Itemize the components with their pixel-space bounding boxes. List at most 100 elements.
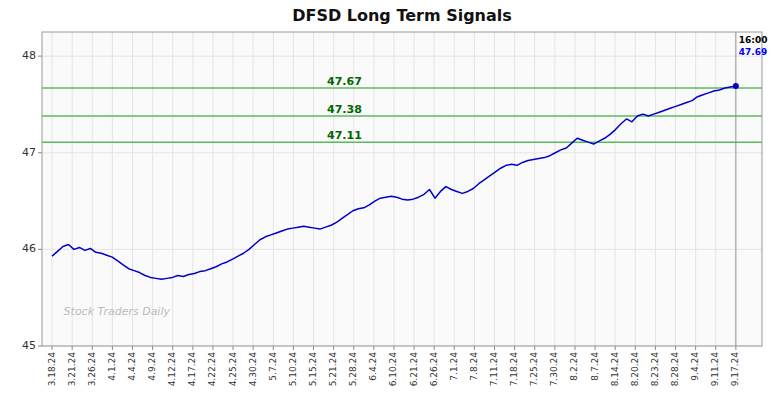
tick-x <box>233 346 234 350</box>
tick-x <box>655 346 656 350</box>
signal-label: 47.38 <box>327 103 362 116</box>
tick-label-x: 6.4.24 <box>368 352 378 381</box>
signal-line <box>42 115 762 117</box>
grid-line-x <box>735 32 736 346</box>
tick-label-x: 6.21.24 <box>409 352 419 387</box>
grid-line-x <box>72 32 73 346</box>
annotation-value: 47.69 <box>739 47 767 57</box>
tick-x <box>353 346 354 350</box>
tick-label-x: 4.12.24 <box>167 352 177 387</box>
tick-x <box>72 346 73 350</box>
grid-line-x <box>595 32 596 346</box>
tick-label-x: 9.4.24 <box>690 352 700 381</box>
tick-label-x: 5.15.24 <box>308 352 318 387</box>
tick-y <box>38 249 42 250</box>
tick-label-x: 3.18.24 <box>47 352 57 387</box>
grid <box>42 32 762 346</box>
tick-x <box>514 346 515 350</box>
grid-line-x <box>112 32 113 346</box>
grid-line-x <box>675 32 676 346</box>
tick-label-x: 4.17.24 <box>187 352 197 387</box>
tick-x <box>474 346 475 350</box>
tick-label-x: 6.26.24 <box>429 352 439 387</box>
tick-x <box>615 346 616 350</box>
tick-label-x: 6.10.24 <box>388 352 398 387</box>
watermark: Stock Traders Daily <box>64 305 171 318</box>
plot-frame <box>42 32 762 346</box>
tick-label-x: 5.7.24 <box>268 352 278 381</box>
tick-x <box>574 346 575 350</box>
tick-label-x: 8.23.24 <box>650 352 660 387</box>
tick-label-x: 4.9.24 <box>147 352 157 381</box>
grid-line-x <box>514 32 515 346</box>
grid-line-x <box>92 32 93 346</box>
grid-line-x <box>454 32 455 346</box>
tick-label-x: 4.1.24 <box>107 352 117 381</box>
tick-label-x: 8.20.24 <box>630 352 640 387</box>
grid-line-x <box>152 32 153 346</box>
tick-label-y: 47 <box>22 146 36 159</box>
last-point <box>733 83 739 89</box>
grid-line-x <box>494 32 495 346</box>
tick-label-y: 45 <box>22 339 36 352</box>
tick-label-x: 8.7.24 <box>590 352 600 381</box>
tick-x <box>454 346 455 350</box>
tick-label-x: 3.21.24 <box>67 352 77 387</box>
tick-x <box>434 346 435 350</box>
tick-label-x: 4.30.24 <box>248 352 258 387</box>
tick-x <box>92 346 93 350</box>
grid-line-x <box>253 32 254 346</box>
grid-line-y <box>42 249 762 250</box>
grid-line-x <box>273 32 274 346</box>
price-line <box>52 86 736 279</box>
tick-label-x: 8.2.24 <box>569 352 579 381</box>
grid-line-x <box>635 32 636 346</box>
tick-label-x: 7.11.24 <box>489 352 499 387</box>
tick-x <box>293 346 294 350</box>
tick-x <box>735 346 736 350</box>
tick-x <box>393 346 394 350</box>
tick-x <box>313 346 314 350</box>
grid-line-x <box>615 32 616 346</box>
data <box>42 83 762 279</box>
tick-x <box>494 346 495 350</box>
grid-line-x <box>313 32 314 346</box>
tick-label-x: 7.8.24 <box>469 352 479 381</box>
tick-label-x: 8.14.24 <box>610 352 620 387</box>
tick-x <box>414 346 415 350</box>
grid-line-x <box>715 32 716 346</box>
tick-x <box>152 346 153 350</box>
grid-line-x <box>414 32 415 346</box>
tick-y <box>38 56 42 57</box>
tick-y <box>38 346 42 347</box>
tick-label-x: 4.4.24 <box>127 352 137 381</box>
tick-x <box>112 346 113 350</box>
grid-line-x <box>52 32 53 346</box>
tick-label-x: 5.21.24 <box>328 352 338 387</box>
grid-line-x <box>172 32 173 346</box>
tick-label-x: 3.26.24 <box>87 352 97 387</box>
grid-line-x <box>233 32 234 346</box>
tick-x <box>172 346 173 350</box>
signal-line <box>42 87 762 89</box>
tick-x <box>333 346 334 350</box>
signal-label: 47.11 <box>327 129 362 142</box>
annotation-time: 16:00 <box>739 35 768 45</box>
grid-line-y <box>42 56 762 57</box>
axes: 3.18.24 3.21.24 3.26.24 4.1.24 4.4.24 4.9.24 4… <box>22 32 762 386</box>
tick-label-x: 5.10.24 <box>288 352 298 387</box>
signal-label: 47.67 <box>327 75 362 88</box>
tick-x <box>373 346 374 350</box>
tick-x <box>635 346 636 350</box>
grid-line-x <box>373 32 374 346</box>
grid-line-x <box>212 32 213 346</box>
grid-line-x <box>192 32 193 346</box>
tick-x <box>675 346 676 350</box>
tick-x <box>715 346 716 350</box>
grid-line-x <box>574 32 575 346</box>
tick-label-y: 48 <box>22 49 36 62</box>
tick-label-x: 5.28.24 <box>348 352 358 387</box>
tick-label-y: 46 <box>22 242 36 255</box>
grid-line-x <box>293 32 294 346</box>
grid-line-x <box>534 32 535 346</box>
